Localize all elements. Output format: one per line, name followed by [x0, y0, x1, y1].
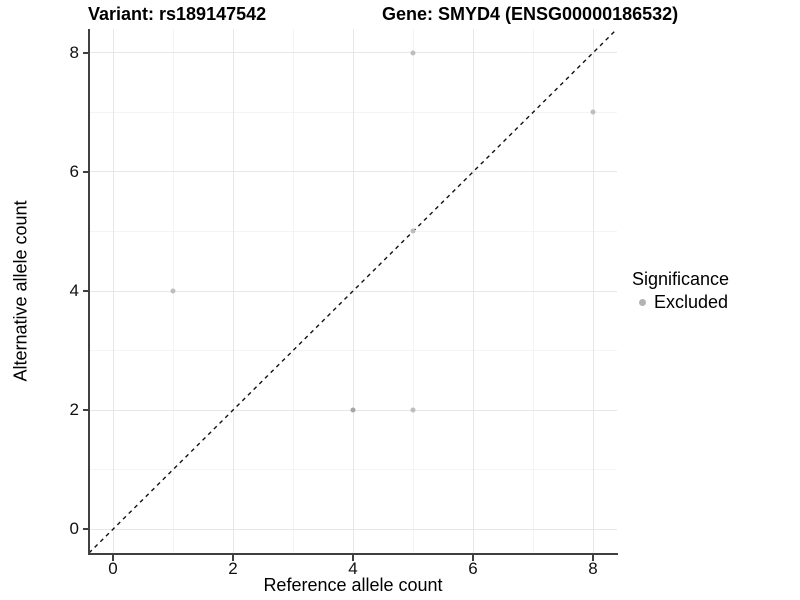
x-tick-label: 4	[348, 559, 358, 578]
y-axis-line	[88, 29, 90, 555]
x-tick-mark	[112, 555, 114, 561]
x-axis-line	[88, 553, 618, 555]
y-tick-label: 4	[69, 281, 79, 300]
x-tick-mark	[592, 555, 594, 561]
data-point	[410, 228, 416, 234]
legend: Significance Excluded	[632, 269, 729, 313]
x-tick-label: 2	[228, 559, 238, 578]
y-tick-mark	[83, 528, 89, 531]
data-point	[590, 109, 596, 115]
legend-item-label: Excluded	[654, 292, 729, 312]
x-tick-label: 8	[588, 559, 598, 578]
plot-panel	[89, 29, 617, 553]
legend-key-dot-icon	[639, 299, 646, 306]
x-tick-label: 0	[108, 559, 118, 578]
data-point	[410, 407, 416, 413]
y-tick-label: 2	[69, 400, 79, 420]
x-tick-mark	[232, 555, 234, 561]
y-tick-mark	[83, 51, 89, 54]
y-tick-label: 8	[69, 42, 79, 62]
identity-dashed-line	[89, 29, 617, 553]
y-tick-mark	[83, 290, 89, 292]
plot-title-variant: Variant: rs189147542	[88, 4, 267, 24]
y-tick-label: 0	[69, 519, 79, 539]
y-tick-label-column: 6	[0, 0, 79, 600]
legend-item-excluded: Excluded	[632, 292, 729, 313]
data-point	[170, 288, 176, 294]
y-tick-mark	[83, 409, 89, 412]
legend-title: Significance	[632, 269, 730, 289]
x-tick-label: 6	[468, 559, 478, 578]
plot-title-gene: Gene: SMYD4 (ENSG00000186532)	[382, 4, 679, 24]
y-tick-label: 6	[69, 161, 79, 181]
x-tick-mark	[472, 555, 474, 561]
x-tick-mark	[352, 555, 354, 561]
data-point	[410, 50, 416, 56]
y-tick-label-column: 4	[0, 0, 79, 600]
horizontal-gridline	[89, 52, 617, 54]
y-tick-label-column: 2	[0, 0, 79, 600]
y-tick-label-column: 8	[0, 0, 79, 600]
x-axis-label: Reference allele count	[263, 575, 443, 595]
horizontal-gridline	[89, 171, 617, 173]
data-point	[350, 407, 356, 413]
horizontal-gridline	[89, 528, 617, 530]
y-tick-label-column: 0	[0, 0, 79, 600]
y-tick-mark	[83, 170, 89, 173]
